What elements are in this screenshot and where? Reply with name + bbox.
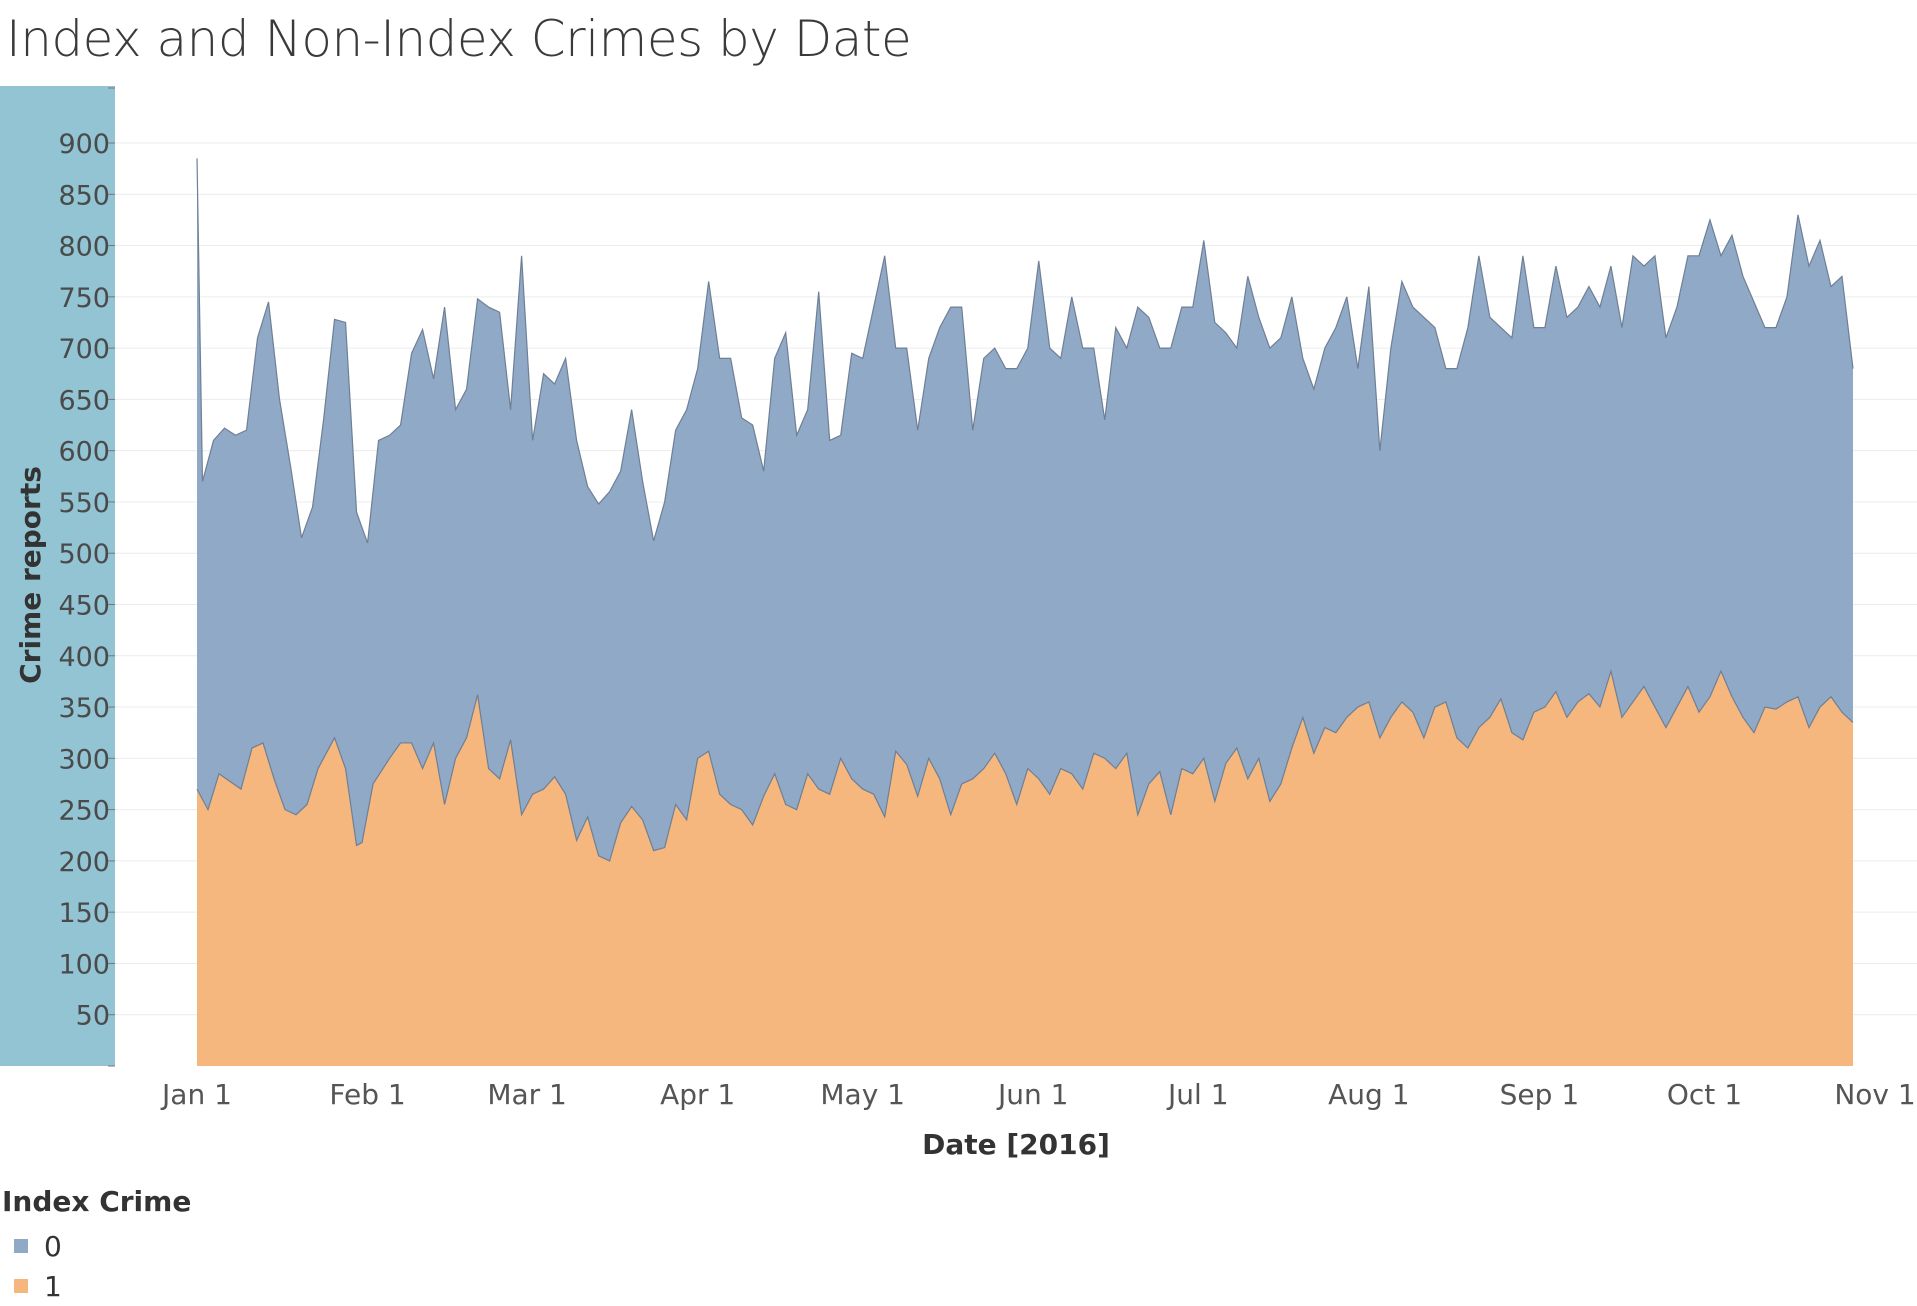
legend: Index Crime 0 1: [2, 1185, 191, 1306]
x-tick-label: Apr 1: [660, 1078, 735, 1111]
x-tick-label: Feb 1: [329, 1078, 405, 1111]
x-tick-label: May 1: [820, 1078, 905, 1111]
x-tick-label: Jun 1: [996, 1078, 1068, 1111]
y-tick-label: 50: [76, 1001, 110, 1032]
legend-label-1: 1: [44, 1269, 62, 1303]
x-tick-label: Jan 1: [160, 1078, 232, 1111]
line-series-0: [196, 158, 1854, 544]
legend-item-0[interactable]: 0: [2, 1226, 191, 1266]
legend-label-0: 0: [44, 1229, 62, 1263]
y-tick-label: 850: [58, 180, 110, 211]
x-tick-label: Jul 1: [1166, 1078, 1229, 1111]
x-axis-ticks: Jan 1 Feb 1 Mar 1 Apr 1 May 1 Jun 1 Jul 1 Aug 1…: [160, 1078, 1916, 1111]
y-tick-label: 350: [58, 693, 110, 724]
y-tick-label: 150: [58, 898, 110, 929]
legend-title: Index Crime: [2, 1185, 192, 1218]
y-tick-label: 400: [58, 642, 110, 673]
y-tick-label: 500: [58, 539, 110, 570]
line-series-1: [196, 668, 1854, 862]
area-series: [196, 158, 1854, 1066]
area-series-1: [197, 671, 1853, 1066]
y-axis-band: [0, 86, 115, 1066]
area-chart: 50 100 150 200 250 300 350 400 450 500 550 600 650 70…: [0, 86, 1917, 1160]
legend-item-1[interactable]: 1: [2, 1266, 191, 1306]
area-series-0: [197, 158, 1853, 861]
y-tick-label: 700: [58, 334, 110, 365]
chart-title: Index and Non-Index Crimes by Date: [6, 10, 912, 68]
legend-swatch-0: [14, 1239, 28, 1253]
y-tick-label: 900: [58, 129, 110, 160]
x-tick-label: Mar 1: [487, 1078, 567, 1111]
x-tick-label: Sep 1: [1500, 1078, 1580, 1111]
y-tick-label: 750: [58, 283, 110, 314]
y-tick-label: 800: [58, 232, 110, 263]
y-tick-label: 100: [58, 949, 110, 980]
y-tick-label: 300: [58, 744, 110, 775]
y-tick-label: 550: [58, 488, 110, 519]
x-axis-label: Date [2016]: [922, 1128, 1110, 1160]
x-tick-label: Oct 1: [1667, 1078, 1742, 1111]
y-tick-label: 450: [58, 591, 110, 622]
y-tick-label: 650: [58, 385, 110, 416]
y-axis-label: Crime reports: [14, 466, 47, 684]
y-tick-label: 600: [58, 437, 110, 468]
x-tick-label: Nov 1: [1834, 1078, 1915, 1111]
y-tick-label: 250: [58, 796, 110, 827]
legend-swatch-1: [14, 1279, 28, 1293]
y-tick-label: 200: [58, 847, 110, 878]
y-axis-ticks: 50 100 150 200 250 300 350 400 450 500 550 600 650 70…: [58, 87, 115, 1067]
x-tick-label: Aug 1: [1328, 1078, 1409, 1111]
